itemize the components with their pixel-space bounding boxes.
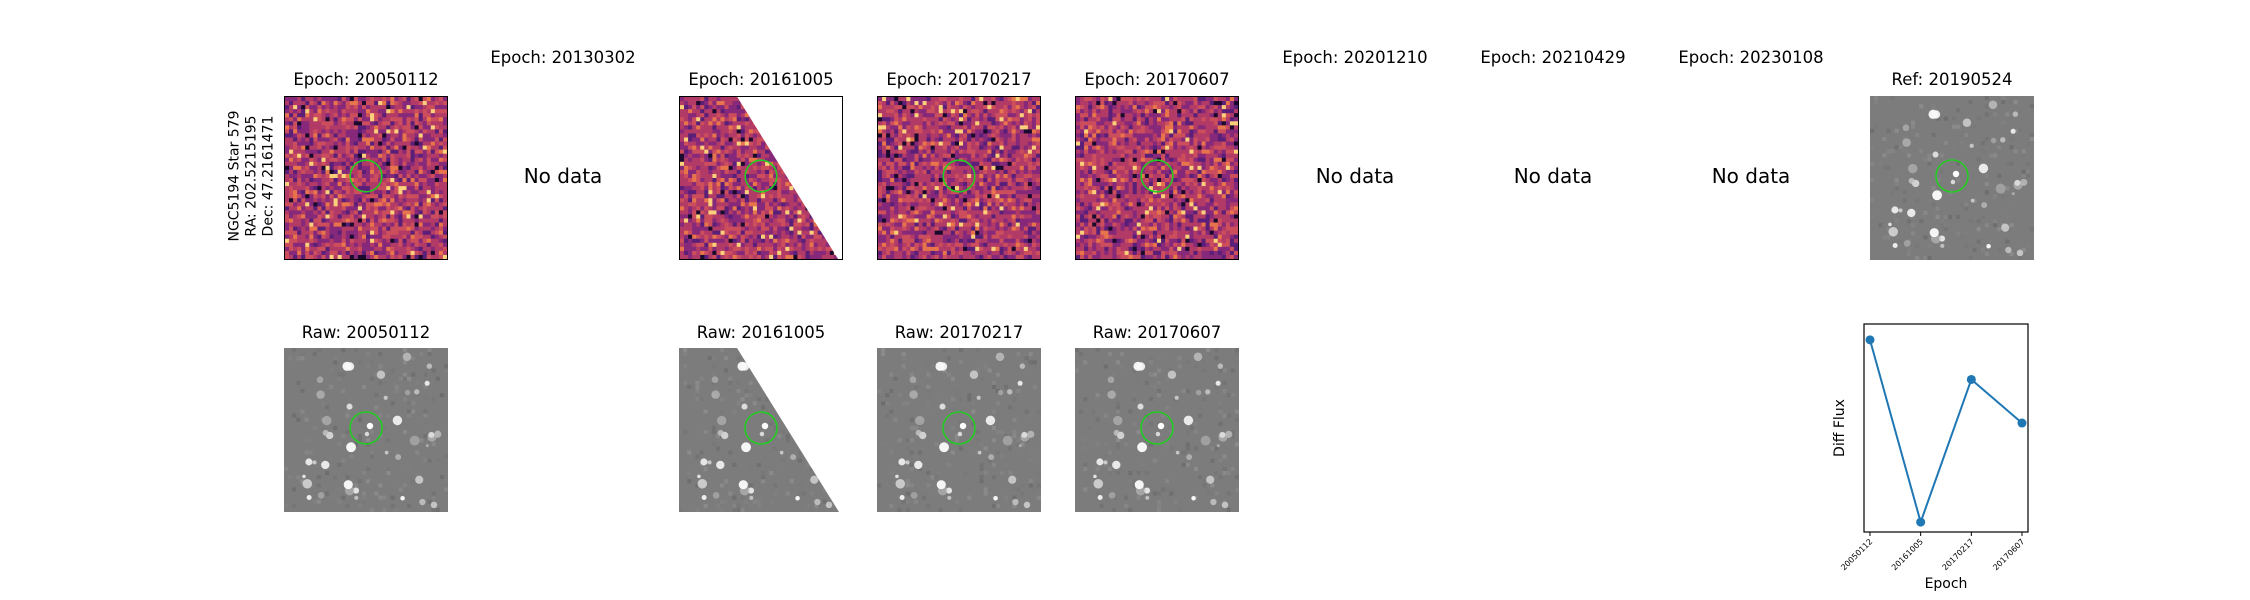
x-tick-label: 20050112	[1839, 537, 1874, 572]
raw-title: Raw: 20170217	[894, 323, 1024, 342]
chart-frame	[1863, 323, 2029, 533]
epoch-title: Epoch: 20210429	[1480, 48, 1626, 67]
target-marker-circle	[1140, 411, 1174, 445]
target-marker-circle	[744, 159, 778, 193]
series-line	[1869, 339, 2023, 526]
target-marker-circle	[1140, 159, 1174, 193]
star-ra: RA: 202.5215195	[243, 115, 260, 237]
x-tick-label: 20161005	[1890, 537, 1925, 572]
target-marker-circle	[1935, 159, 1969, 193]
epoch-title: Epoch: 20130302	[490, 48, 636, 67]
difference-image	[284, 96, 448, 260]
no-data-label: No data	[1315, 164, 1395, 188]
no-data-label: No data	[1711, 164, 1791, 188]
target-marker-circle	[744, 411, 778, 445]
raw-title: Raw: 20170607	[1092, 323, 1222, 342]
epoch-title: Epoch: 20201210	[1282, 48, 1428, 67]
no-data-label: No data	[1513, 164, 1593, 188]
epoch-title: Epoch: 20230108	[1678, 48, 1824, 67]
no-data-label: No data	[523, 164, 603, 188]
target-marker-circle	[942, 411, 976, 445]
y-axis-label: Diff Flux	[1832, 399, 1848, 457]
epoch-title: Epoch: 20050112	[293, 70, 439, 89]
star-dec: Dec: 47.2161471	[260, 115, 277, 237]
epoch-title: Epoch: 20161005	[688, 70, 834, 89]
difference-image	[877, 96, 1041, 260]
raw-title: Raw: 20161005	[696, 323, 826, 342]
data-point	[1916, 517, 1926, 527]
x-tick-label: 20170607	[1991, 537, 2026, 572]
reference-title: Ref: 20190524	[1891, 70, 2013, 89]
light-curve-chart: 20050112 20161005 20170217 20170607 Epoch Dif…	[1832, 323, 2029, 592]
reference-image	[1870, 96, 2034, 260]
star-label: NGC5194 Star 579 RA: 202.5215195 Dec: 47…	[227, 110, 278, 241]
x-axis-label: Epoch	[1925, 576, 1968, 592]
raw-image	[1075, 348, 1239, 512]
x-tick-label: 20170217	[1941, 537, 1976, 572]
epoch-title: Epoch: 20170607	[1084, 70, 1230, 89]
data-point	[1865, 335, 1875, 345]
data-point	[2017, 418, 2027, 428]
epoch-title: Epoch: 20170217	[886, 70, 1032, 89]
target-marker-circle	[349, 159, 383, 193]
raw-image	[284, 348, 448, 512]
target-marker-circle	[349, 411, 383, 445]
difference-image	[679, 96, 843, 260]
difference-image	[1075, 96, 1239, 260]
raw-title: Raw: 20050112	[301, 323, 431, 342]
star-name: NGC5194 Star 579	[226, 110, 243, 242]
target-marker-circle	[942, 159, 976, 193]
raw-image	[877, 348, 1041, 512]
raw-image	[679, 348, 843, 512]
data-point	[1966, 374, 1976, 384]
